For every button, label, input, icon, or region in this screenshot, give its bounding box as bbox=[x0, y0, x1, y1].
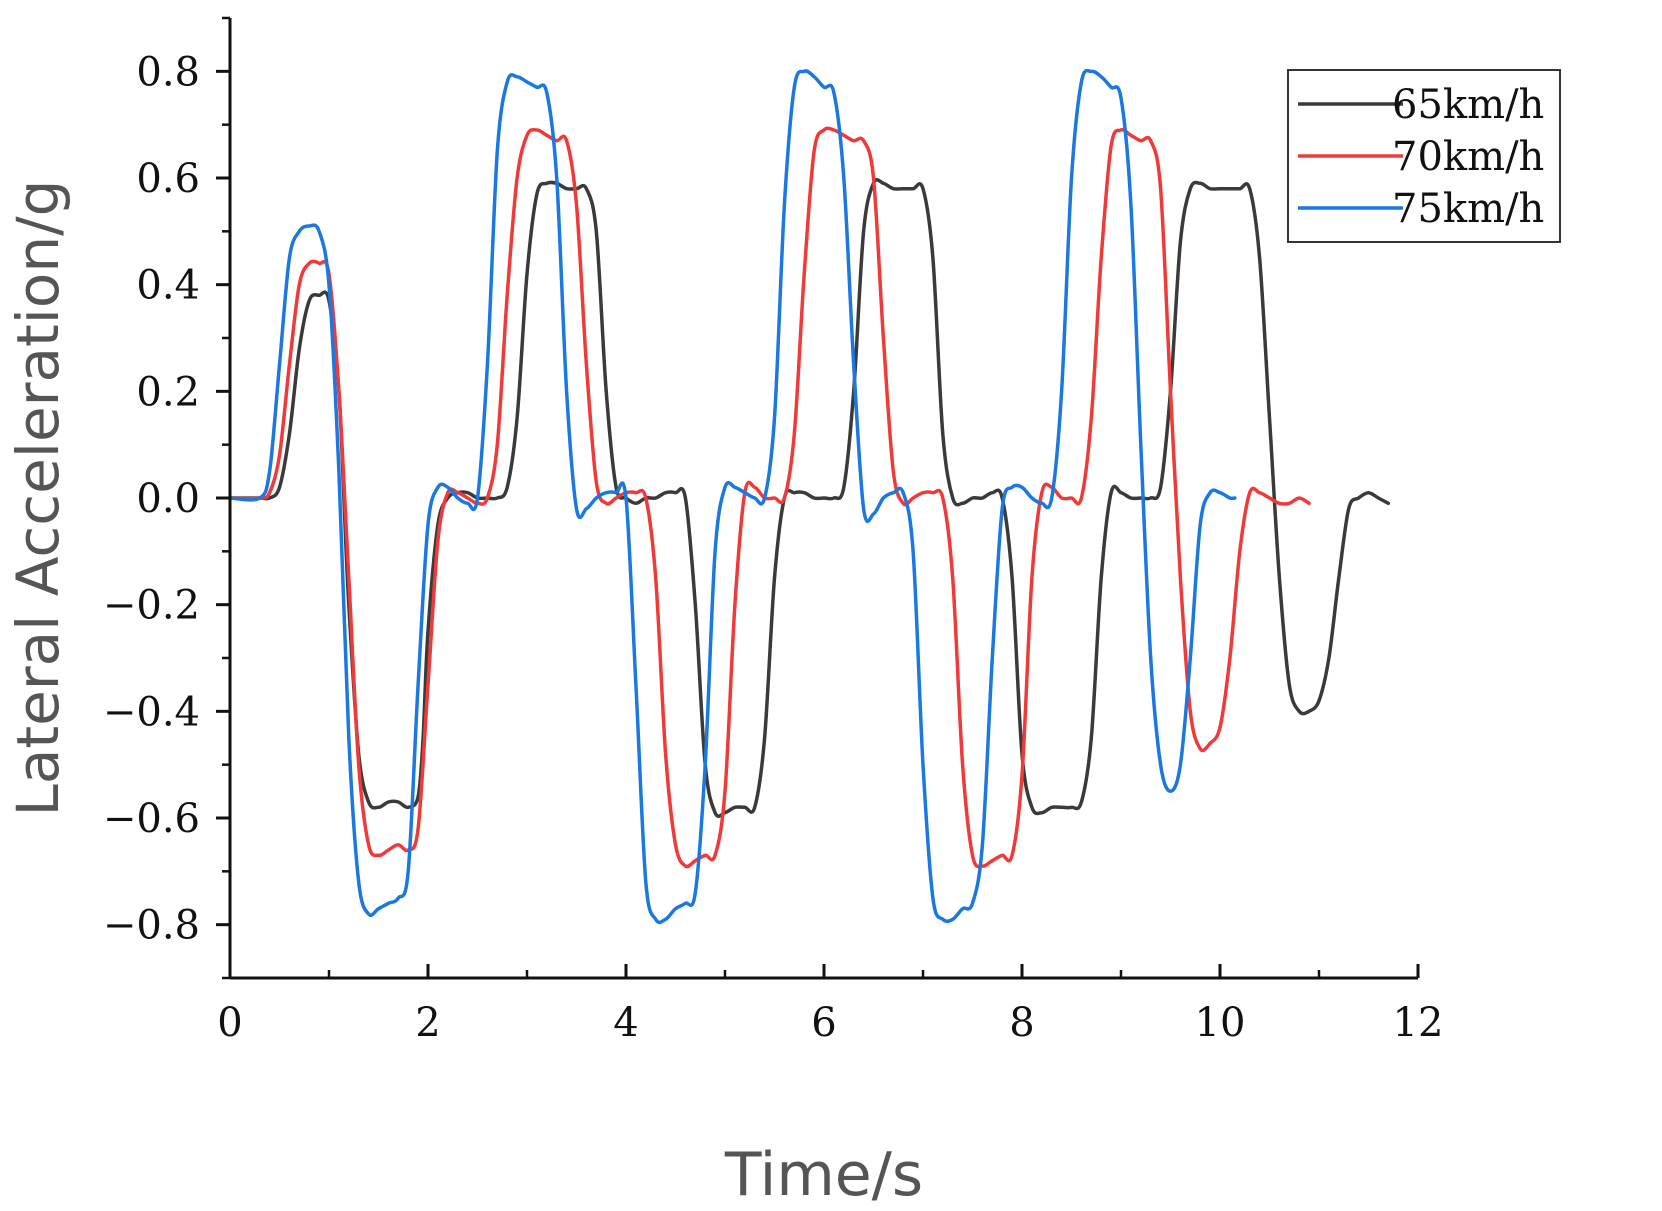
y-tick-label: 0.4 bbox=[136, 263, 200, 309]
x-tick-label: 2 bbox=[415, 1000, 440, 1046]
y-tick-label: −0.8 bbox=[103, 903, 200, 949]
y-tick-label: −0.6 bbox=[103, 796, 200, 842]
series-line-75km-h bbox=[228, 68, 1237, 925]
y-tick-label: 0.2 bbox=[136, 369, 200, 415]
x-axis-title: Time/s bbox=[724, 1140, 923, 1210]
x-tick-label: 12 bbox=[1393, 1000, 1444, 1046]
y-tick-label: −0.2 bbox=[103, 583, 200, 629]
y-tick-label: 0.8 bbox=[136, 49, 200, 95]
legend-label: 75km/h bbox=[1392, 186, 1544, 232]
x-tick-label: 4 bbox=[613, 1000, 638, 1046]
legend-label: 65km/h bbox=[1392, 82, 1544, 128]
legend-label: 70km/h bbox=[1392, 134, 1544, 180]
plot-lines bbox=[228, 68, 1391, 925]
y-ticks: −0.8 −0.6 −0.4 −0.2 0.0 0.2 0.4 0.6 0.8 bbox=[103, 16, 230, 980]
x-tick-label: 0 bbox=[217, 1000, 242, 1046]
x-tick-label: 10 bbox=[1195, 1000, 1246, 1046]
y-tick-label: −0.4 bbox=[103, 689, 200, 735]
x-tick-label: 6 bbox=[811, 1000, 836, 1046]
y-tick-label: 0.0 bbox=[136, 476, 200, 522]
y-tick-label: 0.6 bbox=[136, 156, 200, 202]
series-line-70km-h bbox=[228, 126, 1311, 869]
y-axis-title: Lateral Acceleration/g bbox=[4, 180, 72, 817]
x-ticks: 0 2 4 6 8 10 12 bbox=[217, 964, 1443, 1046]
legend: 65km/h 70km/h 75km/h bbox=[1287, 69, 1561, 243]
series-line-65km-h bbox=[228, 178, 1391, 818]
x-tick-label: 8 bbox=[1009, 1000, 1034, 1046]
